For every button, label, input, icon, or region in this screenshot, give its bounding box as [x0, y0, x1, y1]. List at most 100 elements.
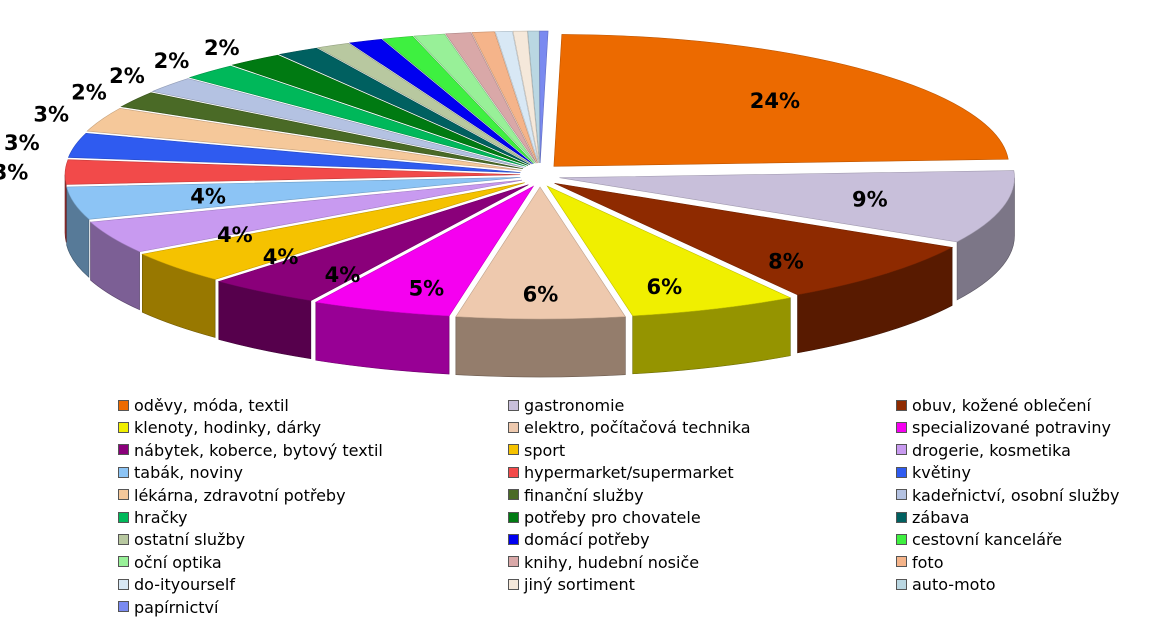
- legend-item: domácí potřeby: [508, 529, 650, 551]
- pie-slice-21: [413, 33, 536, 164]
- legend-swatch: [118, 601, 129, 613]
- pie-slice-7: [141, 182, 525, 280]
- legend-item: ostatní služby: [118, 529, 245, 551]
- legend-item: hračky: [118, 507, 187, 529]
- pie-slice-label: 4%: [190, 185, 226, 209]
- legend-item: sport: [508, 440, 565, 462]
- pie-slice-8: [89, 179, 523, 253]
- legend-label: oční optika: [134, 552, 222, 572]
- legend-label: papírnictví: [134, 597, 219, 617]
- legend-item: cestovní kanceláře: [896, 529, 1062, 551]
- pie-slice-label: 24%: [750, 89, 800, 113]
- legend-swatch: [118, 421, 129, 433]
- legend-swatch: [118, 489, 129, 501]
- legend-label: domácí potřeby: [524, 530, 650, 550]
- legend-item: květiny: [896, 462, 971, 484]
- pie-slice-label: 4%: [217, 223, 253, 247]
- pie-slice-27: [539, 30, 549, 164]
- legend-label: do-ityourself: [134, 575, 235, 595]
- legend-label: sport: [524, 440, 566, 460]
- legend-label: foto: [912, 552, 944, 572]
- legend-swatch: [508, 466, 519, 478]
- legend-label: kadeřnictví, osobní služby: [912, 485, 1120, 505]
- legend-swatch: [118, 444, 129, 456]
- pie-slice-1: [559, 170, 1015, 243]
- legend-item: auto-moto: [896, 574, 996, 596]
- legend-item: jiný sortiment: [508, 574, 635, 596]
- legend-item: lékárna, zdravotní potřeby: [118, 485, 346, 507]
- legend-label: tabák, noviny: [134, 463, 243, 483]
- pie-slice-12: [86, 108, 522, 171]
- pie-slice-label: 6%: [646, 275, 682, 299]
- legend-swatch: [118, 466, 129, 478]
- pie-slice-3: [546, 185, 792, 317]
- pie-slice-14: [151, 78, 525, 168]
- pie-slice-2: [554, 182, 954, 296]
- legend-item: obuv, kožené oblečení: [896, 395, 1091, 417]
- legend-label: specializované potraviny: [912, 418, 1111, 438]
- pie-slice-label: 5%: [409, 276, 445, 300]
- legend-swatch: [508, 533, 519, 545]
- legend-swatch: [118, 556, 129, 568]
- pie-sides: [64, 174, 1015, 378]
- legend-swatch: [896, 444, 907, 456]
- pie-slice-label: 2%: [204, 36, 240, 60]
- legend-item: oděvy, móda, textil: [118, 395, 289, 417]
- pie-slice-5: [314, 185, 535, 317]
- pie-slice-22: [445, 32, 537, 164]
- legend-swatch: [896, 533, 907, 545]
- legend-label: zábava: [912, 508, 970, 527]
- pie-slice-16: [231, 54, 529, 166]
- pie-slice-label: 3%: [4, 131, 40, 155]
- legend-swatch: [896, 511, 907, 523]
- pie-slice-19: [348, 39, 533, 165]
- pie-labels: 24%9%8%6%6%5%4%4%4%4%3%3%3%2%2%2%2%: [0, 36, 888, 306]
- pie-slice-label: 2%: [109, 64, 145, 88]
- pie-slice-25: [512, 30, 540, 164]
- pie-slice-10: [64, 159, 521, 185]
- legend-item: drogerie, kosmetika: [896, 440, 1071, 462]
- legend-label: finanční služby: [524, 485, 644, 505]
- legend-swatch: [896, 399, 907, 411]
- legend-label: auto-moto: [912, 575, 996, 595]
- pie-slice-15: [188, 65, 527, 167]
- legend-item: nábytek, koberce, bytový textil: [118, 440, 383, 462]
- pie-slice-label: 8%: [768, 250, 804, 274]
- pie-slice-11: [67, 132, 521, 173]
- pie-slice-23: [471, 31, 538, 164]
- legend-item: potřeby pro chovatele: [508, 507, 701, 529]
- legend-label: cestovní kanceláře: [912, 530, 1063, 550]
- legend-item: kadeřnictví, osobní služby: [896, 485, 1120, 507]
- pie-slice-label: 3%: [0, 161, 28, 185]
- legend-item: hypermarket/supermarket: [508, 462, 734, 484]
- legend-item: tabák, noviny: [118, 462, 243, 484]
- legend-swatch: [896, 489, 907, 501]
- legend-label: knihy, hudební nosiče: [524, 552, 700, 572]
- legend-label: elektro, počítačová technika: [524, 418, 751, 438]
- pie-slice-label: 2%: [154, 49, 190, 73]
- legend-item: papírnictví: [118, 597, 218, 619]
- legend-item: specializované potraviny: [896, 417, 1111, 439]
- legend-label: jiný sortiment: [524, 575, 635, 595]
- legend-swatch: [118, 533, 129, 545]
- pie-slice-26: [527, 30, 541, 164]
- legend: oděvy, móda, textil gastronomie obuv, kože…: [118, 395, 1148, 630]
- legend-label: obuv, kožené oblečení: [912, 396, 1091, 415]
- pie-slice-18: [316, 43, 532, 165]
- legend-label: oděvy, móda, textil: [134, 396, 289, 415]
- pie-side-4: [455, 316, 626, 378]
- pie-slice-label: 9%: [852, 187, 888, 211]
- legend-swatch: [508, 511, 519, 523]
- legend-label: potřeby pro chovatele: [524, 508, 701, 527]
- pie-slice-label: 2%: [71, 80, 107, 104]
- legend-label: klenoty, hodinky, dárky: [134, 418, 322, 438]
- legend-item: oční optika: [118, 552, 222, 574]
- pie-slice-17: [278, 47, 530, 165]
- legend-label: květiny: [912, 463, 971, 483]
- legend-label: nábytek, koberce, bytový textil: [134, 440, 383, 460]
- pie-slice-label: 3%: [33, 102, 69, 126]
- legend-label: gastronomie: [524, 396, 625, 415]
- legend-item: do-ityourself: [118, 574, 235, 596]
- legend-label: hypermarket/supermarket: [524, 463, 734, 483]
- legend-label: drogerie, kosmetika: [912, 440, 1071, 460]
